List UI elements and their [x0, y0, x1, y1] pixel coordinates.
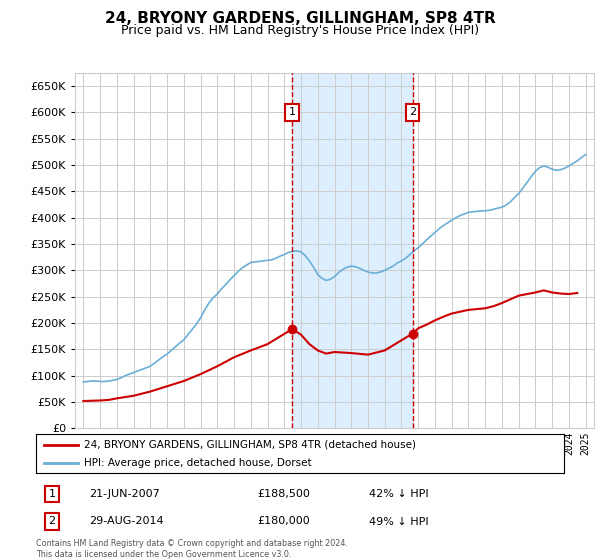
- Text: 24, BRYONY GARDENS, GILLINGHAM, SP8 4TR: 24, BRYONY GARDENS, GILLINGHAM, SP8 4TR: [104, 11, 496, 26]
- Text: Price paid vs. HM Land Registry's House Price Index (HPI): Price paid vs. HM Land Registry's House …: [121, 24, 479, 36]
- Text: 42% ↓ HPI: 42% ↓ HPI: [368, 489, 428, 499]
- Text: 49% ↓ HPI: 49% ↓ HPI: [368, 516, 428, 526]
- Text: 29-AUG-2014: 29-AUG-2014: [89, 516, 163, 526]
- Text: HPI: Average price, detached house, Dorset: HPI: Average price, detached house, Dors…: [83, 458, 311, 468]
- Text: 21-JUN-2007: 21-JUN-2007: [89, 489, 160, 499]
- Text: 24, BRYONY GARDENS, GILLINGHAM, SP8 4TR (detached house): 24, BRYONY GARDENS, GILLINGHAM, SP8 4TR …: [83, 440, 416, 450]
- Text: £180,000: £180,000: [258, 516, 311, 526]
- Text: 1: 1: [49, 489, 55, 499]
- Text: 2: 2: [48, 516, 55, 526]
- Text: 1: 1: [289, 108, 296, 117]
- Bar: [292, 73, 413, 428]
- Text: 2: 2: [409, 108, 416, 117]
- Text: £188,500: £188,500: [258, 489, 311, 499]
- Text: Contains HM Land Registry data © Crown copyright and database right 2024.
This d: Contains HM Land Registry data © Crown c…: [36, 539, 348, 559]
